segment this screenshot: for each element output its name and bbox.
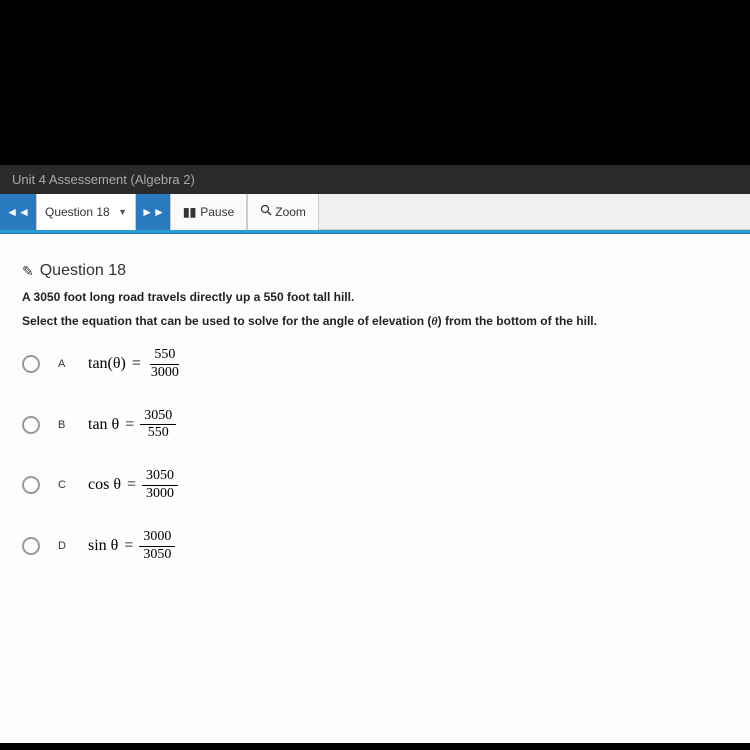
pause-button[interactable]: ▮▮ Pause <box>170 194 247 230</box>
next-button[interactable]: ►► <box>136 194 170 230</box>
option-letter: C <box>58 479 70 491</box>
option-letter: B <box>58 419 70 431</box>
pencil-icon: ✎ <box>22 263 34 280</box>
option-b[interactable]: B tan θ= 3050550 <box>22 408 728 443</box>
radio-b[interactable] <box>22 416 40 434</box>
option-formula: tan θ= 3050550 <box>88 408 176 443</box>
forward-icon: ►► <box>141 205 165 219</box>
option-formula: sin θ= 30003050 <box>88 529 175 564</box>
pause-icon: ▮▮ <box>183 205 196 219</box>
radio-d[interactable] <box>22 537 40 555</box>
black-region <box>0 0 750 165</box>
radio-a[interactable] <box>22 355 40 373</box>
option-formula: cos θ= 30503000 <box>88 468 178 503</box>
answer-options: A tan(θ)= 5503000 B tan θ= 3050550 C cos… <box>22 347 728 563</box>
pause-label: Pause <box>200 205 234 219</box>
question-line-1: A 3050 foot long road travels directly u… <box>22 290 728 304</box>
option-a[interactable]: A tan(θ)= 5503000 <box>22 347 728 382</box>
option-d[interactable]: D sin θ= 30003050 <box>22 529 728 564</box>
prev-button[interactable]: ◄◄ <box>0 194 36 230</box>
zoom-button[interactable]: Zoom <box>247 194 319 230</box>
assessment-title: Unit 4 Assessement (Algebra 2) <box>0 165 750 194</box>
question-line-2: Select the equation that can be used to … <box>22 314 728 329</box>
radio-c[interactable] <box>22 476 40 494</box>
option-letter: A <box>58 358 70 370</box>
question-select[interactable]: Question 18 ▼ <box>36 194 136 230</box>
question-number: Question 18 <box>40 262 126 280</box>
rewind-icon: ◄◄ <box>6 205 30 219</box>
chevron-down-icon: ▼ <box>118 207 127 217</box>
toolbar: ◄◄ Question 18 ▼ ►► ▮▮ Pause Zoom <box>0 194 750 230</box>
search-icon <box>260 204 272 219</box>
option-c[interactable]: C cos θ= 30503000 <box>22 468 728 503</box>
question-header: ✎ Question 18 <box>22 262 728 280</box>
option-letter: D <box>58 540 70 552</box>
option-formula: tan(θ)= 5503000 <box>88 347 183 382</box>
question-select-label: Question 18 <box>45 205 110 219</box>
question-content: ✎ Question 18 A 3050 foot long road trav… <box>0 234 750 743</box>
zoom-label: Zoom <box>275 205 306 219</box>
